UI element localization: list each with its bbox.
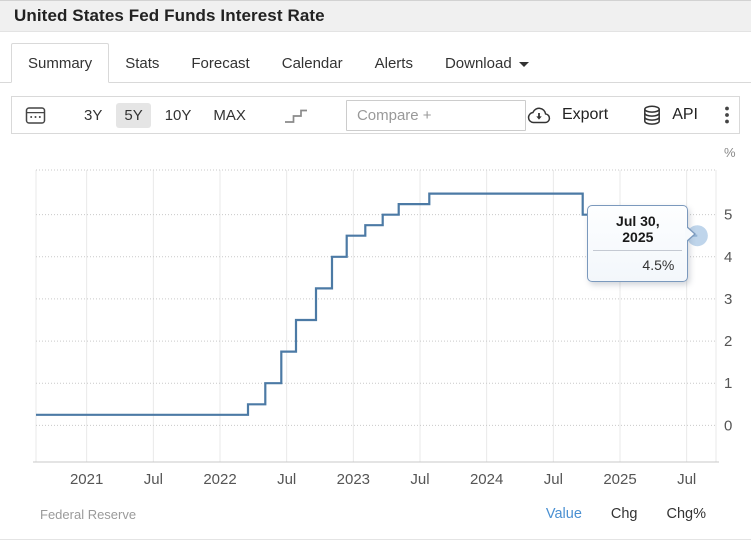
- svg-text:3: 3: [724, 291, 732, 308]
- svg-text:Jul: Jul: [410, 471, 429, 488]
- kebab-menu-icon[interactable]: [724, 105, 730, 125]
- step-line-chart-icon-svg: [284, 109, 307, 123]
- chart-tooltip: Jul 30, 2025 4.5%: [587, 204, 697, 282]
- series-step-line: [36, 192, 698, 416]
- tab-summary-label: Summary: [28, 55, 93, 72]
- tab-alerts-label: Alerts: [374, 55, 413, 72]
- svg-text:Jul: Jul: [677, 471, 696, 488]
- database-icon: [644, 105, 661, 125]
- tab-alerts[interactable]: Alerts: [359, 44, 429, 82]
- tab-calendar[interactable]: Calendar: [266, 44, 359, 82]
- api-button[interactable]: API: [641, 105, 698, 126]
- tab-forecast-label: Forecast: [191, 55, 250, 72]
- tab-calendar-label: Calendar: [281, 55, 343, 72]
- tab-forecast[interactable]: Forecast: [175, 44, 265, 82]
- chart-toolbar: 3Y 5Y 10Y MAX Export API: [11, 96, 740, 134]
- svg-text:Jul: Jul: [277, 471, 296, 488]
- api-label: API: [672, 106, 698, 123]
- bottom-divider: [0, 539, 751, 540]
- calendar-icon-svg: [25, 107, 46, 124]
- tab-summary[interactable]: Summary: [11, 43, 110, 83]
- tooltip-date: Jul 30, 2025: [593, 206, 683, 251]
- compare-input[interactable]: [345, 99, 526, 131]
- chart-svg[interactable]: 2021 Jul 2022 Jul 2023 Jul 2024 Jul 2025 Jul 0 1 2 3 4…: [0, 140, 751, 500]
- tab-stats[interactable]: Stats: [109, 44, 175, 82]
- svg-text:2023: 2023: [337, 471, 370, 488]
- export-label: Export: [561, 106, 609, 123]
- tooltip-arrow-fill: [685, 225, 695, 242]
- cloud-download-icon: [527, 107, 551, 123]
- caret-down-icon: [518, 62, 529, 67]
- svg-text:2021: 2021: [70, 471, 103, 488]
- svg-text:5: 5: [724, 207, 732, 224]
- chg-link[interactable]: Chg: [610, 506, 638, 522]
- svg-text:Jul: Jul: [544, 471, 563, 488]
- y-axis-unit-label: %: [724, 145, 736, 160]
- range-max-button[interactable]: MAX: [213, 106, 246, 124]
- svg-text:2024: 2024: [470, 471, 503, 488]
- export-button[interactable]: Export: [526, 106, 608, 125]
- svg-text:2022: 2022: [203, 471, 236, 488]
- svg-text:Jul: Jul: [144, 471, 163, 488]
- svg-text:2025: 2025: [603, 471, 636, 488]
- compare-wrap: [345, 99, 526, 131]
- y-axis-labels: 0 1 2 3 4 5: [724, 207, 732, 435]
- tab-stats-label: Stats: [125, 55, 160, 72]
- range-5y-button[interactable]: 5Y: [116, 102, 151, 128]
- footer-links: Value Chg Chg%: [546, 506, 706, 522]
- kebab-menu-icon-svg: [725, 106, 729, 124]
- svg-text:1: 1: [724, 375, 732, 392]
- chart-area: 2021 Jul 2022 Jul 2023 Jul 2024 Jul 2025 Jul 0 1 2 3 4…: [0, 140, 751, 500]
- range-selector: 3Y 5Y 10Y MAX: [76, 102, 254, 128]
- svg-text:2: 2: [724, 333, 732, 350]
- chart-footer: Federal Reserve Value Chg Chg%: [0, 500, 751, 522]
- step-line-chart-icon[interactable]: [284, 107, 308, 124]
- source-label: Federal Reserve: [40, 506, 137, 522]
- range-10y-button[interactable]: 10Y: [164, 106, 192, 124]
- calendar-icon[interactable]: [25, 105, 46, 125]
- tooltip-value: 4.5%: [642, 256, 675, 273]
- tab-download-label: Download: [444, 55, 512, 72]
- x-axis-labels: 2021 Jul 2022 Jul 2023 Jul 2024 Jul 2025 Jul: [70, 471, 696, 488]
- page-title: United States Fed Funds Interest Rate: [14, 6, 325, 25]
- tab-bar: Summary Stats Forecast Calendar Alerts D…: [0, 42, 751, 83]
- horizontal-gridlines: [36, 169, 716, 426]
- title-band: United States Fed Funds Interest Rate: [0, 0, 751, 32]
- svg-text:4: 4: [724, 249, 732, 266]
- tab-download[interactable]: Download: [429, 44, 545, 82]
- svg-text:0: 0: [724, 417, 732, 434]
- value-link[interactable]: Value: [545, 506, 582, 522]
- chg-pct-link[interactable]: Chg%: [666, 506, 707, 522]
- range-3y-button[interactable]: 3Y: [84, 106, 103, 124]
